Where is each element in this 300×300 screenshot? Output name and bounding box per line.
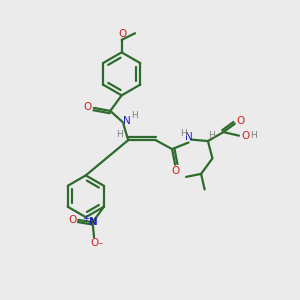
Text: -: - (99, 238, 103, 248)
Text: H: H (250, 131, 257, 140)
Text: O: O (118, 29, 127, 39)
Text: O: O (90, 238, 98, 248)
Text: N: N (89, 217, 98, 227)
Text: N: N (184, 132, 192, 142)
Text: H: H (180, 129, 187, 138)
Text: +: + (82, 214, 90, 223)
Text: O: O (236, 116, 244, 126)
Text: N: N (122, 116, 130, 126)
Text: H: H (116, 130, 123, 139)
Text: H: H (131, 111, 138, 120)
Text: O: O (68, 215, 76, 225)
Text: H: H (208, 130, 215, 140)
Text: O: O (171, 166, 179, 176)
Text: O: O (242, 131, 250, 141)
Text: O: O (84, 102, 92, 112)
